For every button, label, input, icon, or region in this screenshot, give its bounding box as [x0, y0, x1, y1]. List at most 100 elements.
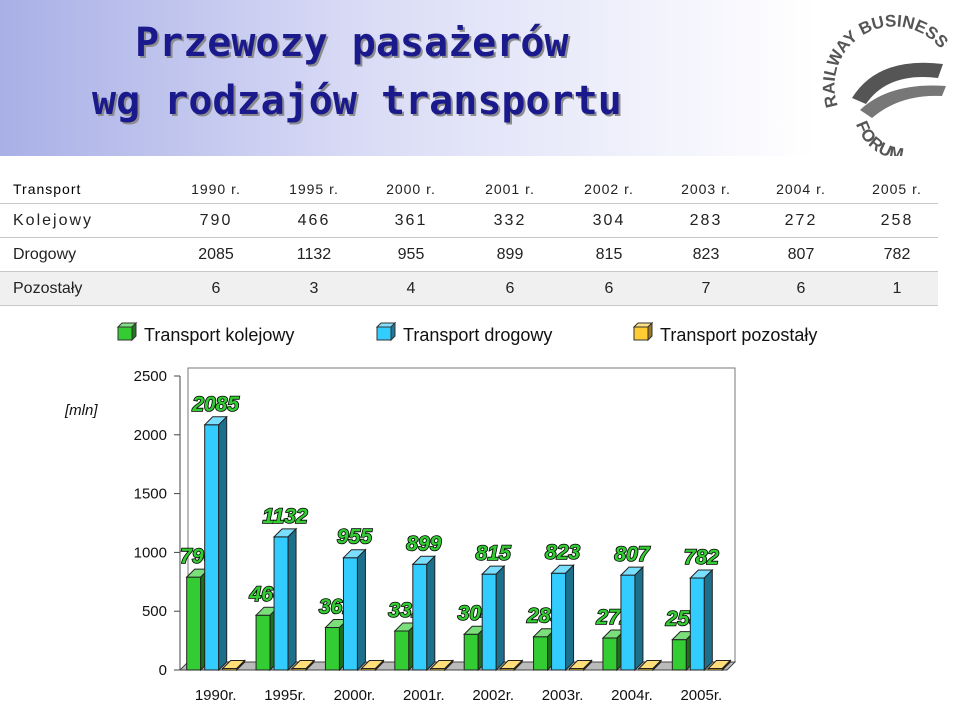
bar: [290, 659, 316, 672]
data-label: 1132: [262, 505, 307, 528]
bar-side: [374, 659, 384, 672]
row-label: Kolejowy: [0, 203, 158, 238]
table-cell: 1132: [258, 237, 354, 272]
title-line-1: Przewozy pasażerów: [135, 20, 569, 66]
legend-label: Transport drogowy: [403, 325, 552, 345]
bar-side: [444, 659, 454, 672]
data-label: 955: [337, 526, 372, 549]
table-row-drogowy: Drogowy 2085 1132 955 899 815 823 807 78…: [0, 237, 938, 272]
bar-side: [721, 659, 731, 672]
bar-side: [565, 564, 575, 672]
bar: [203, 415, 228, 672]
bar-front: [273, 536, 289, 671]
bar-front: [186, 576, 202, 671]
table-cell: 1: [840, 271, 938, 306]
table-cell: 258: [840, 203, 938, 238]
bar: [480, 564, 506, 672]
bar: [707, 659, 732, 672]
data-label: 782: [684, 546, 719, 569]
bar: [637, 659, 663, 672]
table-cell: 6: [552, 271, 650, 306]
table-header-cell: 2003 r.: [650, 174, 746, 204]
logo-text-bottom: FORUM: [852, 118, 905, 156]
bar-side: [426, 555, 436, 672]
table-cell: 3: [258, 271, 354, 306]
y-tick-label: 2500: [134, 368, 167, 385]
legend-label: Transport kolejowy: [144, 325, 294, 345]
table-cell: 304: [552, 203, 650, 238]
y-axis-unit-label: [mln]: [64, 402, 98, 419]
data-label: 899: [406, 532, 441, 555]
data-label: 807: [614, 543, 650, 566]
x-tick-label: 2000r.: [334, 687, 376, 703]
table-header-cell: 2001 r.: [452, 174, 552, 204]
data-table: Transport 1990 r. 1995 r. 2000 r. 2001 r…: [0, 174, 938, 306]
bar-front: [689, 577, 705, 671]
bar: [498, 659, 524, 672]
bar-side: [236, 659, 246, 672]
bar-side: [305, 659, 315, 672]
x-tick-label: 1995r.: [264, 687, 306, 703]
table-row-pozostaly: Pozostały 6 3 4 6 6 7 6 1: [0, 271, 938, 306]
y-tick-label: 1500: [134, 486, 167, 503]
legend-item: Transport drogowy: [375, 321, 552, 345]
table-cell: 466: [258, 203, 354, 238]
bar: [619, 565, 645, 672]
legend-item: Transport kolejowy: [116, 321, 294, 345]
table-header-cell: 2004 r.: [746, 174, 840, 204]
bar-front: [255, 614, 271, 671]
title-line-2: wg rodzajów transportu: [92, 78, 622, 124]
data-label: 815: [476, 542, 511, 565]
table-cell: 7: [650, 271, 746, 306]
bar-side: [287, 527, 297, 672]
bar-front: [204, 424, 220, 671]
table-row-kolejowy: Kolejowy 790 466 361 332 304 283 272 258: [0, 203, 938, 238]
data-label: 2085: [191, 393, 239, 416]
table-header-cell: 1995 r.: [258, 174, 354, 204]
bar: [568, 659, 593, 672]
bar-side: [356, 548, 366, 672]
table-cell: 782: [840, 237, 938, 272]
bar-side: [652, 659, 662, 672]
bar: [550, 564, 575, 672]
bar-front: [620, 574, 636, 671]
bar-side: [703, 568, 713, 672]
legend-swatch: [633, 326, 649, 341]
table-cell: 361: [354, 203, 452, 238]
y-tick-label: 1000: [134, 544, 167, 561]
bar-front: [324, 627, 340, 671]
bar-front: [551, 572, 567, 671]
x-tick-label: 2003r.: [542, 687, 584, 703]
table-cell: 6: [452, 271, 552, 306]
bar: [429, 659, 455, 672]
row-label: Drogowy: [0, 237, 158, 272]
logo-train-icon: [852, 62, 946, 118]
bar-side: [513, 659, 523, 672]
bar: [360, 659, 385, 672]
bar-side: [495, 564, 505, 672]
bar-front: [602, 637, 618, 671]
title-banner: Przewozy pasażerów wg rodzajów transport…: [0, 0, 815, 156]
x-tick-label: 2001r.: [403, 687, 445, 703]
x-tick-label: 2004r.: [611, 687, 653, 703]
table-cell: 899: [452, 237, 552, 272]
bar-front: [463, 633, 479, 671]
bar: [272, 527, 298, 672]
legend-swatch-side: [647, 321, 653, 342]
table-cell: 2085: [158, 237, 258, 272]
legend-swatch-side: [131, 321, 137, 342]
legend-swatch: [376, 326, 392, 341]
table-cell: 823: [650, 237, 746, 272]
table-cell: 272: [746, 203, 840, 238]
bar-front: [394, 630, 410, 671]
legend-item: Transport pozostały: [632, 321, 817, 345]
bar-front: [342, 557, 358, 671]
table-cell: 283: [650, 203, 746, 238]
table-header-label: Transport: [0, 174, 158, 204]
bar-side: [583, 659, 593, 672]
bar-front: [412, 563, 428, 671]
legend-label: Transport pozostały: [660, 325, 817, 345]
y-tick-label: 0: [159, 662, 167, 679]
table-cell: 6: [746, 271, 840, 306]
table-header-cell: 1990 r.: [158, 174, 258, 204]
